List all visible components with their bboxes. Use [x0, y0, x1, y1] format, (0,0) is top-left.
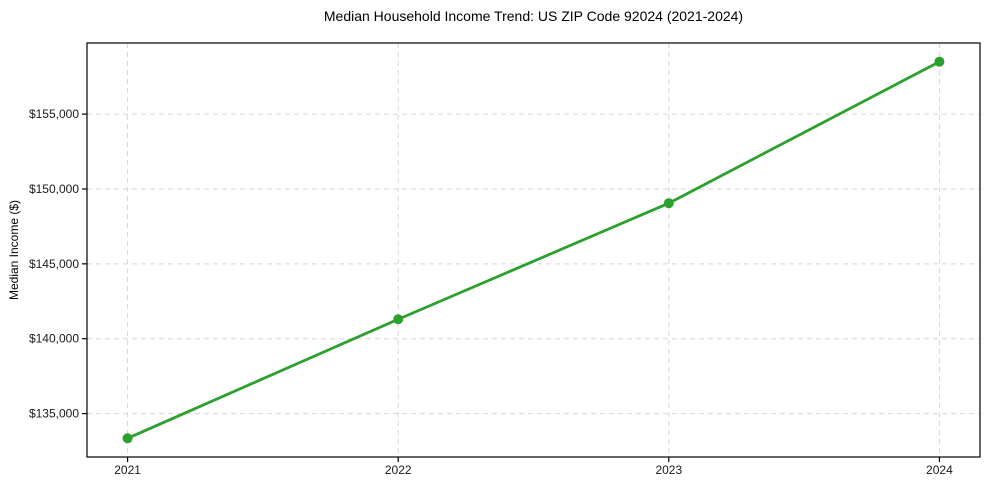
series-line-0	[126, 60, 941, 440]
data-point-2024	[934, 56, 945, 67]
y-tick-label-4: $155,000	[29, 107, 79, 121]
data-point-2023	[663, 198, 674, 209]
x-tick-label-2021: 2021	[114, 463, 141, 477]
plot-border	[86, 42, 981, 458]
x-tick-label-2024: 2024	[926, 463, 953, 477]
y-tick-label-3: $150,000	[29, 182, 79, 196]
data-point-2022	[393, 314, 404, 325]
y-tick-label-0: $135,000	[29, 407, 79, 421]
data-point-2021	[122, 433, 133, 444]
y-tick-label-2: $145,000	[29, 257, 79, 271]
x-tick-label-2022: 2022	[385, 463, 412, 477]
y-tick-label-1: $140,000	[29, 332, 79, 346]
chart-title: Median Household Income Trend: US ZIP Co…	[323, 8, 744, 24]
x-tick-label-2023: 2023	[655, 463, 682, 477]
